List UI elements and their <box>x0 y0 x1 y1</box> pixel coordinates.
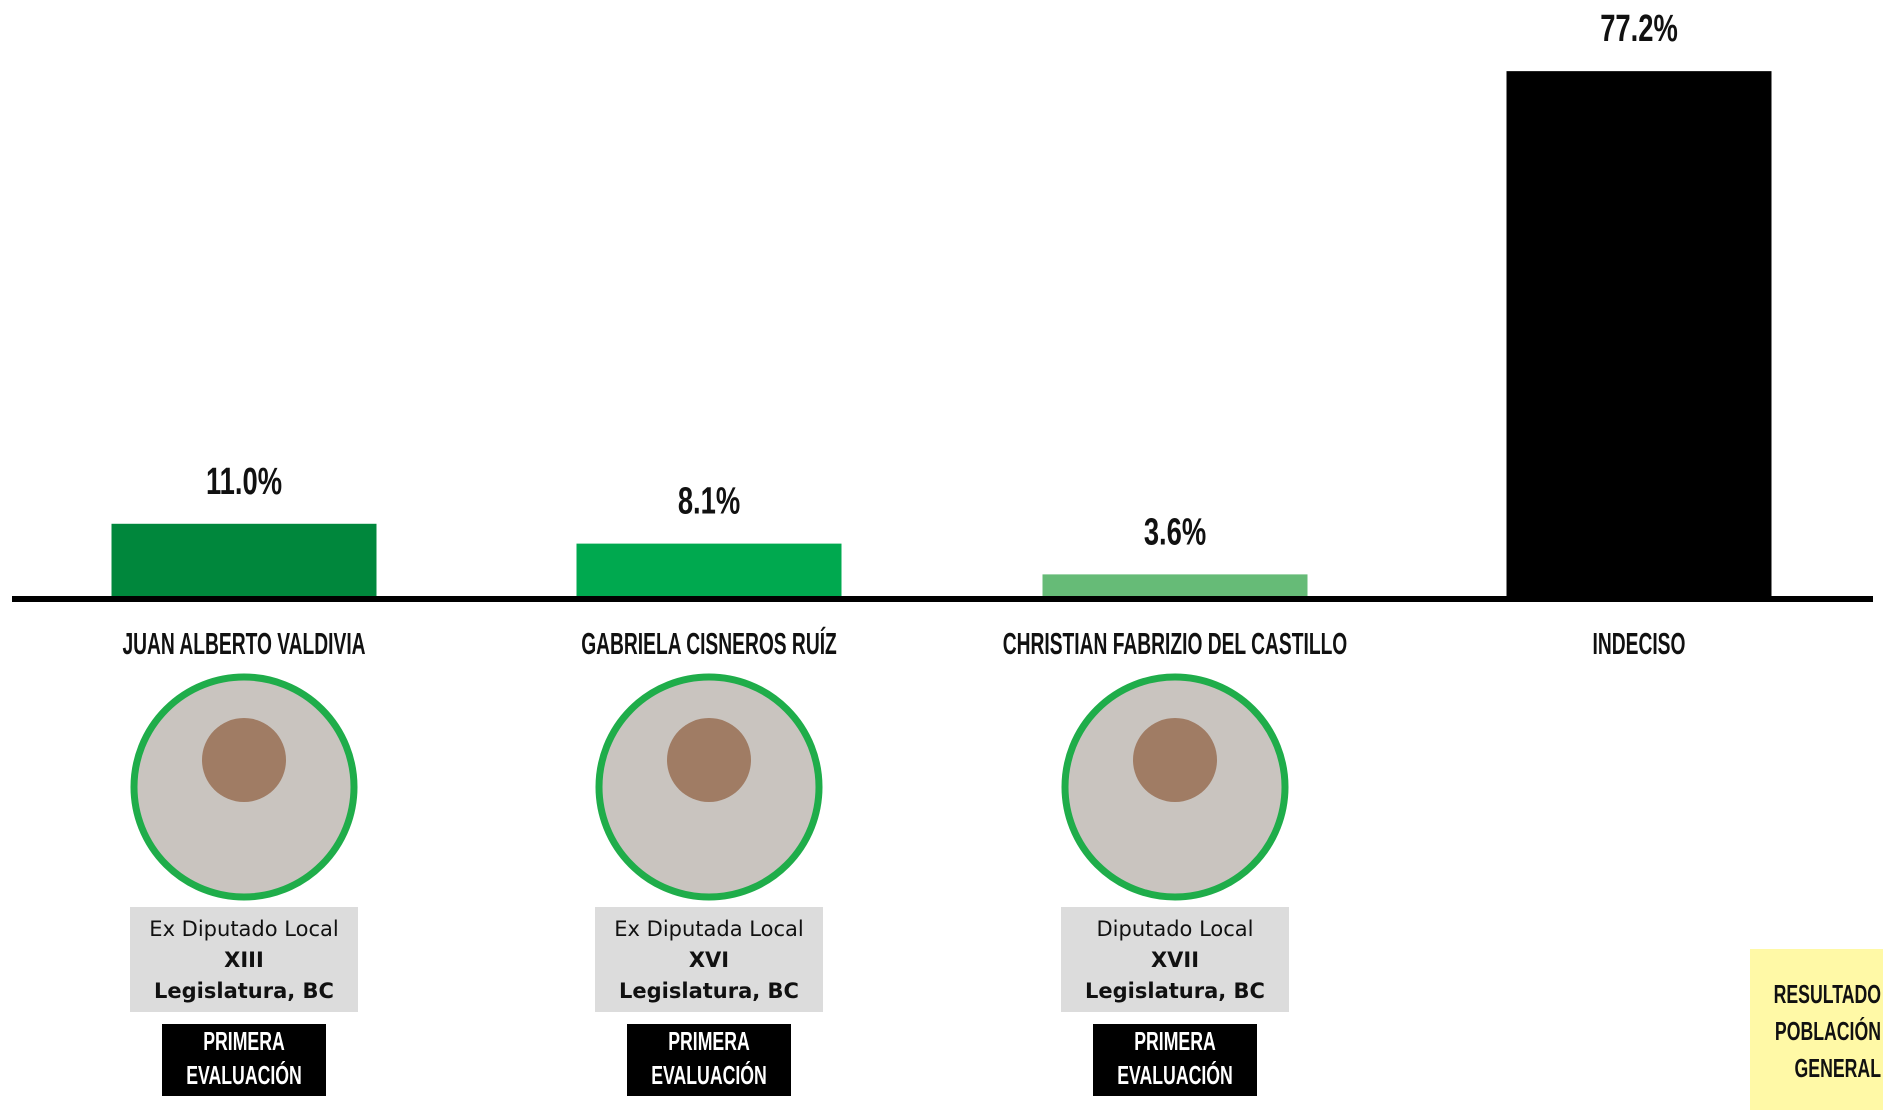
description-box <box>1061 907 1289 1012</box>
badge-line: EVALUACIÓN <box>186 1060 302 1090</box>
badge-line: PRIMERA <box>668 1026 750 1056</box>
bar <box>1506 71 1772 599</box>
description-line: Ex Diputada Local <box>614 917 803 941</box>
photo-head <box>667 718 751 802</box>
badge-line: EVALUACIÓN <box>651 1060 767 1090</box>
note-line: RESULTADO <box>1774 979 1881 1009</box>
description-line: Legislatura, BC <box>154 979 334 1003</box>
description-box <box>130 907 358 1012</box>
description-line: Diputado Local <box>1096 917 1253 941</box>
bar <box>576 543 842 599</box>
badge-line: PRIMERA <box>203 1026 285 1056</box>
category-label: JUAN ALBERTO VALDIVIA <box>122 626 365 661</box>
description-line: XVI <box>689 948 729 972</box>
value-label: 8.1% <box>678 481 740 523</box>
badge <box>627 1024 791 1096</box>
note-line: GENERAL <box>1795 1053 1882 1083</box>
category-label: CHRISTIAN FABRIZIO DEL CASTILLO <box>1003 626 1348 661</box>
note-box <box>1750 949 1883 1110</box>
description-line: Legislatura, BC <box>619 979 799 1003</box>
value-label: 11.0% <box>206 461 282 503</box>
description-box <box>595 907 823 1012</box>
photo-head <box>1133 718 1217 802</box>
description-line: Legislatura, BC <box>1085 979 1265 1003</box>
badge <box>162 1024 326 1096</box>
photo-head <box>202 718 286 802</box>
badge-line: EVALUACIÓN <box>1117 1060 1233 1090</box>
badge-line: PRIMERA <box>1134 1026 1216 1056</box>
category-label: GABRIELA CISNEROS RUÍZ <box>581 626 837 661</box>
bar <box>1042 574 1308 599</box>
description-line: XIII <box>224 948 264 972</box>
category-label: INDECISO <box>1593 626 1686 661</box>
description-line: XVII <box>1151 948 1199 972</box>
bar <box>111 523 377 599</box>
description-line: Ex Diputado Local <box>149 917 338 941</box>
badge <box>1093 1024 1257 1096</box>
value-label: 77.2% <box>1600 8 1678 50</box>
value-label: 3.6% <box>1144 511 1206 553</box>
note-line: POBLACIÓN <box>1775 1016 1881 1046</box>
